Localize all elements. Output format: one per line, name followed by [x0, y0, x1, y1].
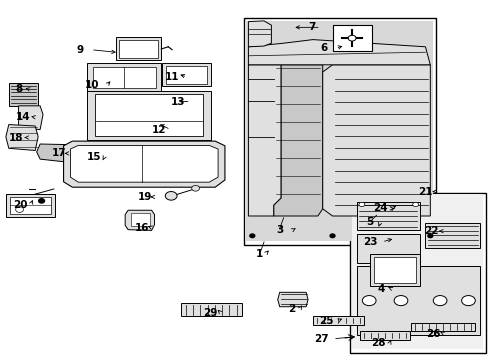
Text: 29: 29: [203, 308, 217, 318]
Polygon shape: [332, 25, 371, 51]
Text: 12: 12: [152, 125, 166, 135]
Text: 11: 11: [164, 72, 179, 82]
Polygon shape: [6, 194, 55, 217]
Polygon shape: [349, 193, 485, 353]
Text: 10: 10: [85, 80, 100, 90]
Circle shape: [432, 296, 446, 306]
Polygon shape: [410, 323, 474, 331]
Polygon shape: [162, 63, 211, 86]
Circle shape: [461, 296, 474, 306]
Text: 1: 1: [255, 249, 262, 259]
Polygon shape: [19, 106, 43, 130]
Polygon shape: [351, 194, 482, 349]
Polygon shape: [95, 94, 203, 136]
Polygon shape: [6, 125, 38, 150]
Polygon shape: [116, 37, 161, 60]
Circle shape: [412, 202, 418, 207]
Polygon shape: [125, 210, 154, 230]
Polygon shape: [243, 18, 435, 245]
Polygon shape: [9, 83, 38, 106]
Text: 24: 24: [372, 203, 387, 213]
Text: 25: 25: [319, 316, 333, 326]
Text: 3: 3: [276, 225, 283, 235]
Text: 21: 21: [417, 186, 431, 197]
Text: 26: 26: [425, 329, 440, 339]
Polygon shape: [10, 197, 51, 214]
Polygon shape: [248, 65, 281, 216]
Text: 7: 7: [307, 22, 315, 32]
Text: 15: 15: [86, 152, 101, 162]
Circle shape: [427, 234, 432, 238]
Polygon shape: [356, 234, 419, 263]
Polygon shape: [248, 40, 429, 65]
Circle shape: [249, 234, 254, 238]
Text: 6: 6: [320, 43, 326, 53]
Polygon shape: [119, 40, 158, 58]
Polygon shape: [183, 97, 200, 104]
Polygon shape: [273, 65, 322, 216]
Polygon shape: [277, 292, 307, 307]
Text: 8: 8: [16, 84, 22, 94]
Polygon shape: [70, 145, 218, 182]
Polygon shape: [356, 266, 479, 335]
Text: 14: 14: [16, 112, 30, 122]
Circle shape: [329, 234, 334, 238]
Polygon shape: [425, 223, 479, 248]
Circle shape: [358, 202, 364, 207]
Circle shape: [347, 35, 355, 41]
Polygon shape: [373, 257, 415, 283]
Circle shape: [165, 192, 177, 200]
Polygon shape: [180, 95, 203, 107]
Polygon shape: [166, 66, 207, 84]
Text: 16: 16: [134, 222, 149, 233]
Text: 22: 22: [423, 226, 438, 236]
Text: 13: 13: [171, 97, 185, 107]
Polygon shape: [369, 254, 419, 286]
Text: 18: 18: [9, 132, 23, 143]
Circle shape: [191, 185, 199, 191]
Text: 27: 27: [313, 334, 328, 344]
Polygon shape: [322, 65, 429, 216]
Polygon shape: [87, 91, 211, 140]
Polygon shape: [181, 303, 241, 316]
Circle shape: [362, 296, 375, 306]
Polygon shape: [312, 316, 363, 325]
Polygon shape: [37, 144, 79, 163]
Text: 2: 2: [287, 304, 294, 314]
Polygon shape: [131, 213, 149, 226]
Polygon shape: [93, 67, 155, 88]
Polygon shape: [63, 141, 224, 187]
Text: 4: 4: [377, 284, 385, 294]
Circle shape: [393, 296, 407, 306]
Text: 23: 23: [362, 237, 377, 247]
Circle shape: [16, 207, 23, 212]
Text: 20: 20: [13, 200, 27, 210]
Polygon shape: [356, 202, 419, 230]
Text: 19: 19: [137, 192, 152, 202]
Text: 28: 28: [370, 338, 385, 348]
Text: 9: 9: [76, 45, 83, 55]
Polygon shape: [245, 21, 432, 241]
Polygon shape: [359, 331, 409, 340]
Polygon shape: [248, 21, 271, 47]
Text: 17: 17: [51, 148, 66, 158]
Polygon shape: [87, 63, 161, 91]
Text: 5: 5: [366, 217, 372, 227]
Circle shape: [39, 199, 44, 203]
